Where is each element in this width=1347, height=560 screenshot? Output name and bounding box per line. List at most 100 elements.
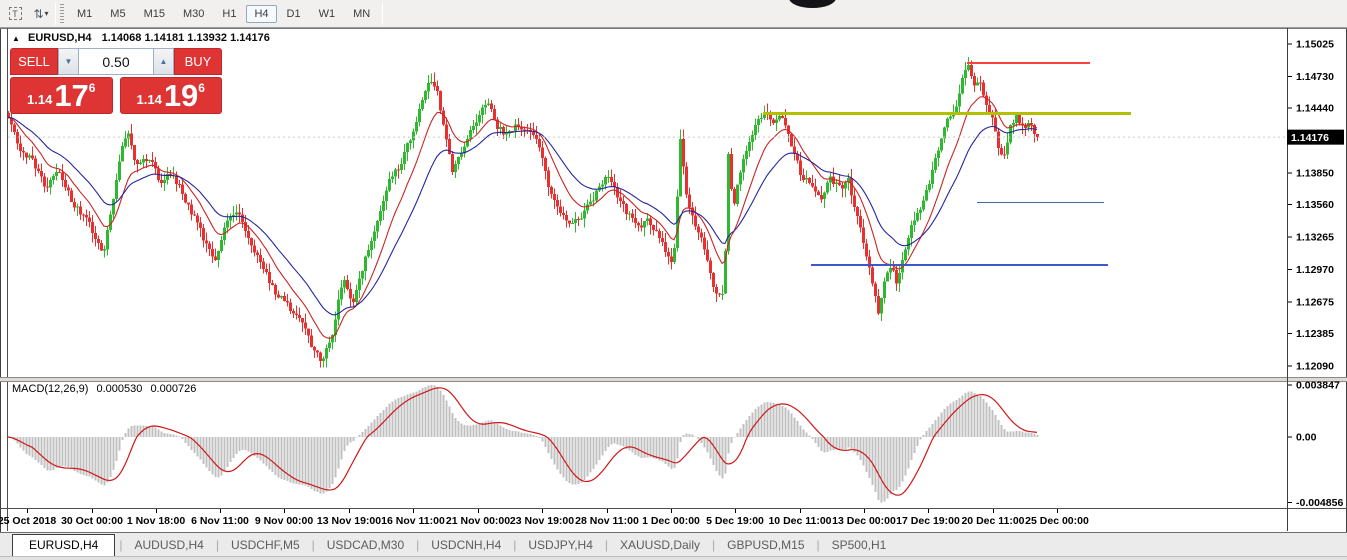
tab-gbpusd-m15[interactable]: GBPUSD,M15 xyxy=(727,538,805,552)
pane-borders xyxy=(0,28,1347,531)
svg-text:23 Nov 19:00: 23 Nov 19:00 xyxy=(510,515,574,527)
macd-signal-line xyxy=(7,387,1038,496)
tab-xauusd-daily[interactable]: XAUUSD,Daily xyxy=(620,538,701,552)
tab-usdcad-m30[interactable]: USDCAD,M30 xyxy=(326,538,405,552)
toolbar-separator xyxy=(382,2,384,25)
timeframe-h1[interactable]: H1 xyxy=(222,7,237,20)
tab-separator: | xyxy=(604,538,608,552)
timeframe-m30[interactable]: M30 xyxy=(182,7,205,20)
svg-text:1.12675: 1.12675 xyxy=(1296,296,1334,308)
timeframe-m5[interactable]: M5 xyxy=(110,7,126,20)
svg-text:0.003847: 0.003847 xyxy=(1296,380,1340,392)
tab-separator: | xyxy=(311,538,315,552)
svg-text:1.15025: 1.15025 xyxy=(1296,39,1334,51)
tab-audusd-h4[interactable]: AUDUSD,H4 xyxy=(134,538,204,552)
timeframe-m1[interactable]: M1 xyxy=(77,7,93,20)
svg-text:25 Dec 00:00: 25 Dec 00:00 xyxy=(1025,515,1089,527)
tab-separator: | xyxy=(416,538,420,552)
macd-indicator-label: MACD(12,26,9) 0.000530 0.000726 xyxy=(12,383,201,395)
svg-text:28 Nov 11:00: 28 Nov 11:00 xyxy=(575,515,639,527)
sell-button[interactable]: SELL xyxy=(10,48,58,75)
svg-text:9 Nov 00:00: 9 Nov 00:00 xyxy=(255,515,314,527)
timeframe-buttons: M1 M5 M15 M30 H1 H4 D1 W1 MN xyxy=(68,4,379,23)
svg-text:1 Nov 18:00: 1 Nov 18:00 xyxy=(127,515,186,527)
volume-decrease-button[interactable]: ▼ xyxy=(58,48,79,75)
svg-text:13 Dec 00:00: 13 Dec 00:00 xyxy=(832,515,896,527)
window-bottom-edge xyxy=(0,556,1347,560)
ohlc-values: 1.14068 1.14181 1.13932 1.14176 xyxy=(101,32,270,44)
panel-collapse-icon[interactable]: ▲ xyxy=(12,34,20,43)
svg-text:1.14176: 1.14176 xyxy=(1291,132,1329,144)
macd-value-signal: 0.000726 xyxy=(150,383,197,395)
svg-text:17 Dec 19:00: 17 Dec 19:00 xyxy=(896,515,960,527)
svg-text:21 Nov 00:00: 21 Nov 00:00 xyxy=(446,515,510,527)
volume-input[interactable] xyxy=(79,48,153,75)
tab-separator: | xyxy=(513,538,517,552)
svg-text:1.14730: 1.14730 xyxy=(1296,71,1334,83)
tab-separator: | xyxy=(816,538,820,552)
buy-button[interactable]: BUY xyxy=(174,48,222,75)
svg-text:-0.004856: -0.004856 xyxy=(1296,497,1343,509)
trend-levels xyxy=(763,62,1131,267)
tab-separator: | xyxy=(712,538,716,552)
macd-axis[interactable]: 0.003847 0.00 -0.004856 xyxy=(1288,380,1343,510)
screen-notch xyxy=(789,0,836,8)
macd-value-main: 0.000530 xyxy=(96,383,143,395)
macd-name: MACD(12,26,9) xyxy=(12,383,89,395)
svg-text:0.00: 0.00 xyxy=(1296,432,1317,444)
toolbar-separator xyxy=(55,2,56,25)
svg-text:25 Oct 2018: 25 Oct 2018 xyxy=(0,515,56,527)
chart-tab-bar: EURUSD,H4 | AUDUSD,H4 | USDCHF,M5 | USDCAD,M30… xyxy=(0,532,1347,557)
slow-ma-line xyxy=(7,116,1038,316)
timeframe-m15[interactable]: M15 xyxy=(143,7,165,20)
svg-text:1.12090: 1.12090 xyxy=(1296,361,1334,373)
tile-windows-glyph: ⇅ xyxy=(33,6,44,21)
sell-price-sup: 6 xyxy=(88,81,96,95)
toolbar: T ⇅ ▾ M1 M5 M15 M30 H1 H4 D1 W1 MN xyxy=(0,0,1347,28)
selection-box-icon[interactable]: T xyxy=(4,4,26,24)
tab-separator: | xyxy=(119,538,123,552)
drag-grip-icon[interactable] xyxy=(60,3,64,24)
tab-usdjpy-h4[interactable]: USDJPY,H4 xyxy=(528,538,593,552)
svg-text:1 Dec 00:00: 1 Dec 00:00 xyxy=(642,515,700,527)
svg-text:20 Dec 11:00: 20 Dec 11:00 xyxy=(961,515,1024,527)
tile-windows-icon[interactable]: ⇅ ▾ xyxy=(30,4,52,24)
current-price-tag: 1.14176 xyxy=(1287,129,1344,145)
svg-text:6 Nov 11:00: 6 Nov 11:00 xyxy=(191,515,249,527)
tab-usdchf-m5[interactable]: USDCHF,M5 xyxy=(230,538,300,552)
tab-sp500-h1[interactable]: SP500,H1 xyxy=(831,538,887,552)
time-axis[interactable]: 25 Oct 2018 30 Oct 00:00 1 Nov 18:00 6 Nov … xyxy=(0,509,1089,527)
tab-separator: | xyxy=(215,538,219,552)
tab-usdcnh-h4[interactable]: USDCNH,H4 xyxy=(431,538,502,552)
svg-text:10 Dec 11:00: 10 Dec 11:00 xyxy=(768,515,831,527)
macd-histogram xyxy=(10,385,1039,503)
buy-price-tile[interactable]: 1.14 19 6 xyxy=(119,77,222,114)
timeframe-h4[interactable]: H4 xyxy=(246,4,277,23)
candles-layer xyxy=(7,56,1039,368)
svg-text:1.12970: 1.12970 xyxy=(1296,264,1334,276)
dropdown-caret-icon: ▾ xyxy=(44,9,49,18)
chart-title: ▲ EURUSD,H4 1.14068 1.14181 1.13932 1.14… xyxy=(12,32,270,44)
timeframe-mn[interactable]: MN xyxy=(353,7,371,20)
svg-text:16 Nov 11:00: 16 Nov 11:00 xyxy=(381,515,445,527)
buy-price-prefix: 1.14 xyxy=(136,92,162,107)
buy-price-sup: 6 xyxy=(198,81,205,95)
price-axis[interactable]: 1.15025 1.14730 1.14440 1.13850 1.13560 1.132… xyxy=(1288,39,1334,373)
svg-text:30 Oct 00:00: 30 Oct 00:00 xyxy=(61,515,123,527)
svg-text:1.13265: 1.13265 xyxy=(1296,232,1334,244)
svg-text:1.14440: 1.14440 xyxy=(1296,103,1334,115)
sell-price-tile[interactable]: 1.14 17 6 xyxy=(10,77,113,114)
svg-text:1.12385: 1.12385 xyxy=(1296,328,1334,340)
svg-text:5 Dec 19:00: 5 Dec 19:00 xyxy=(706,515,764,527)
sell-price-big: 17 xyxy=(54,78,89,113)
timeframe-d1[interactable]: D1 xyxy=(286,7,301,20)
sell-price-prefix: 1.14 xyxy=(27,92,53,107)
volume-increase-button[interactable]: ▲ xyxy=(153,48,174,75)
timeframe-w1[interactable]: W1 xyxy=(318,7,336,20)
symbol-timeframe: EURUSD,H4 xyxy=(27,32,92,44)
tab-eurusd-h4[interactable]: EURUSD,H4 xyxy=(12,534,116,557)
svg-text:13 Nov 19:00: 13 Nov 19:00 xyxy=(317,515,381,527)
svg-text:1.13560: 1.13560 xyxy=(1296,199,1334,211)
